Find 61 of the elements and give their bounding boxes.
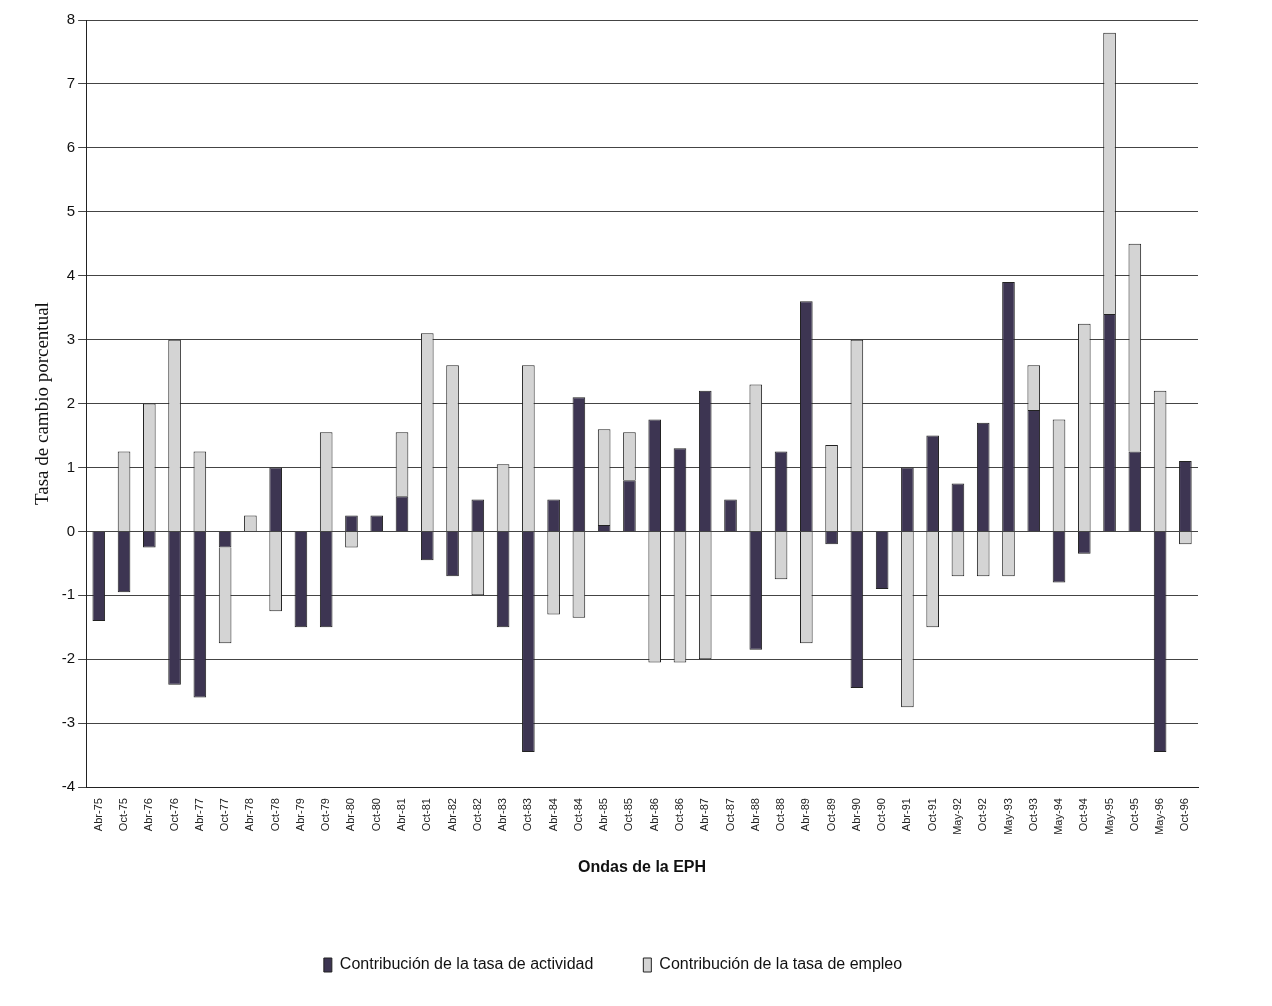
x-tick-label: May-93 xyxy=(1001,798,1014,835)
y-tick-label: -4 xyxy=(61,777,76,795)
x-tick-label: Abr-84 xyxy=(546,798,559,832)
x-tick-label: Abr-77 xyxy=(192,798,205,832)
x-tick-label: Abr-88 xyxy=(748,798,761,832)
y-tick-label: 5 xyxy=(66,201,76,219)
x-tick-label: Abr-76 xyxy=(142,798,155,832)
x-tick-label: Oct-81 xyxy=(420,798,433,832)
x-tick-label: Oct-93 xyxy=(1026,798,1039,832)
x-tick-label: Oct-96 xyxy=(1178,798,1191,832)
x-tick-label: Oct-78 xyxy=(268,798,281,832)
y-tick-label: 0 xyxy=(66,521,76,539)
x-tick-label: Oct-95 xyxy=(1127,798,1140,832)
x-tick-label: Abr-75 xyxy=(91,798,104,832)
x-tick-label: Abr-89 xyxy=(799,798,812,832)
x-tick-label: Oct-92 xyxy=(976,798,989,832)
x-tick-label: Oct-82 xyxy=(470,798,483,832)
y-tick-label: 1 xyxy=(66,457,76,475)
x-tick-label: Oct-75 xyxy=(117,798,130,832)
x-tick-label: Oct-87 xyxy=(723,798,736,832)
y-tick-label: 4 xyxy=(66,265,76,283)
y-tick-label: 7 xyxy=(66,74,76,92)
x-tick-label: May-95 xyxy=(1102,798,1115,835)
x-tick-label: Oct-77 xyxy=(218,798,231,832)
x-tick-label: Abr-81 xyxy=(395,798,408,832)
y-tick-label: -2 xyxy=(61,649,76,667)
x-tick-label: Oct-84 xyxy=(571,798,584,832)
x-tick-label: May-92 xyxy=(950,798,963,835)
x-tick-label: Abr-82 xyxy=(445,798,458,832)
x-tick-label: Abr-86 xyxy=(647,798,660,832)
y-tick-label: 6 xyxy=(66,137,76,155)
x-tick-label: Abr-78 xyxy=(243,798,256,832)
y-tick-label: 3 xyxy=(66,329,76,347)
y-tick-label: -3 xyxy=(61,713,76,731)
x-tick-label: May-96 xyxy=(1153,798,1166,835)
x-tick-label: Oct-89 xyxy=(824,798,837,832)
legend-label: Contribución de la tasa de actividad xyxy=(339,955,594,973)
y-tick-label: 2 xyxy=(66,393,76,411)
x-tick-label: Oct-79 xyxy=(319,798,332,832)
x-tick-label: Oct-76 xyxy=(167,798,180,832)
x-tick-label: Abr-80 xyxy=(344,798,357,832)
x-tick-label: Abr-79 xyxy=(293,798,306,832)
x-tick-label: Oct-88 xyxy=(774,798,787,832)
x-tick-label: Oct-80 xyxy=(369,798,382,832)
x-tick-label: Oct-90 xyxy=(875,798,888,832)
x-tick-label: Abr-83 xyxy=(496,798,509,832)
x-tick-label: Abr-91 xyxy=(900,798,913,832)
x-axis-title: Ondas de la EPH xyxy=(578,857,707,875)
x-tick-label: Oct-91 xyxy=(925,798,938,832)
x-tick-label: Abr-87 xyxy=(698,798,711,832)
x-tick-label: Abr-85 xyxy=(597,798,610,832)
y-tick-label: 8 xyxy=(66,10,76,28)
y-axis-title: Tasa de cambio porcentual xyxy=(31,302,53,505)
x-tick-label: May-94 xyxy=(1052,798,1065,835)
x-tick-label: Oct-94 xyxy=(1077,798,1090,832)
x-tick-label: Oct-83 xyxy=(521,798,534,832)
x-tick-label: Oct-86 xyxy=(673,798,685,832)
y-tick-label: -1 xyxy=(61,585,76,603)
x-tick-label: Abr-90 xyxy=(849,798,862,832)
x-tick-label: Oct-85 xyxy=(622,798,635,832)
legend-label: Contribución de la tasa de empleo xyxy=(659,955,903,973)
